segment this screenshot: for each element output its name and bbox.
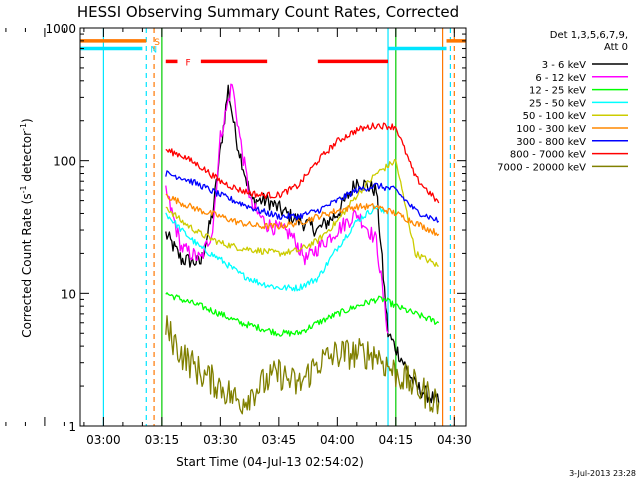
legend-label: 800 - 7000 keV bbox=[510, 150, 586, 161]
footer-timestamp: 3-Jul-2013 23:28 bbox=[569, 469, 636, 478]
plot-frame bbox=[79, 27, 467, 427]
legend-label: 7000 - 20000 keV bbox=[497, 162, 586, 173]
series-lines bbox=[165, 83, 440, 415]
legend-label: 50 - 100 keV bbox=[523, 111, 587, 122]
flare-flag-letter: F bbox=[185, 58, 190, 68]
legend-label: 300 - 800 keV bbox=[516, 137, 586, 148]
x-axis-ticks: 03:00 03:15 03:30 03:45 04:00 04:15 04:30 bbox=[5, 28, 472, 447]
x-tick-label: 03:15 bbox=[145, 433, 180, 447]
series-line bbox=[165, 193, 440, 237]
y-tick-label: 1000 bbox=[45, 22, 76, 36]
series-line bbox=[165, 315, 440, 415]
legend-title-line-1: Det 1,3,5,6,7,9, bbox=[550, 30, 628, 41]
x-tick-label: 04:00 bbox=[320, 433, 355, 447]
x-tick-label: 03:45 bbox=[262, 433, 297, 447]
y-axis-ticks: 1 10 100 1000 bbox=[45, 22, 466, 434]
series-line bbox=[165, 158, 439, 267]
legend-label: 6 - 12 keV bbox=[535, 73, 586, 84]
night-flag-letter: N bbox=[150, 46, 157, 56]
legend-label: 100 - 300 keV bbox=[516, 124, 586, 135]
legend-label: 12 - 25 keV bbox=[529, 86, 586, 97]
saa-flag-letter: S bbox=[154, 38, 160, 48]
series-line bbox=[165, 84, 440, 404]
series-line bbox=[165, 205, 385, 292]
chart-title: HESSI Observing Summary Count Rates, Cor… bbox=[77, 3, 459, 21]
y-tick-label: 100 bbox=[53, 155, 76, 169]
series-line bbox=[165, 83, 389, 334]
x-tick-label: 03:30 bbox=[203, 433, 238, 447]
y-axis-label: Corrected Count Rate (s-1 detector-1) bbox=[19, 118, 34, 337]
x-tick-label: 03:00 bbox=[86, 433, 121, 447]
series-line bbox=[165, 292, 440, 337]
vertical-marker-lines bbox=[102, 28, 455, 426]
legend-label: 3 - 6 keV bbox=[542, 60, 586, 71]
y-tick-label: 1 bbox=[68, 420, 76, 434]
legend-label: 25 - 50 keV bbox=[529, 98, 586, 109]
series-line bbox=[165, 122, 440, 204]
legend-title-line-2: Att 0 bbox=[604, 42, 628, 53]
x-tick-label: 04:15 bbox=[379, 433, 414, 447]
y-tick-label: 10 bbox=[61, 287, 76, 301]
x-axis-label: Start Time (04-Jul-13 02:54:02) bbox=[176, 455, 364, 469]
x-tick-label: 04:30 bbox=[437, 433, 472, 447]
series-line bbox=[165, 170, 440, 223]
